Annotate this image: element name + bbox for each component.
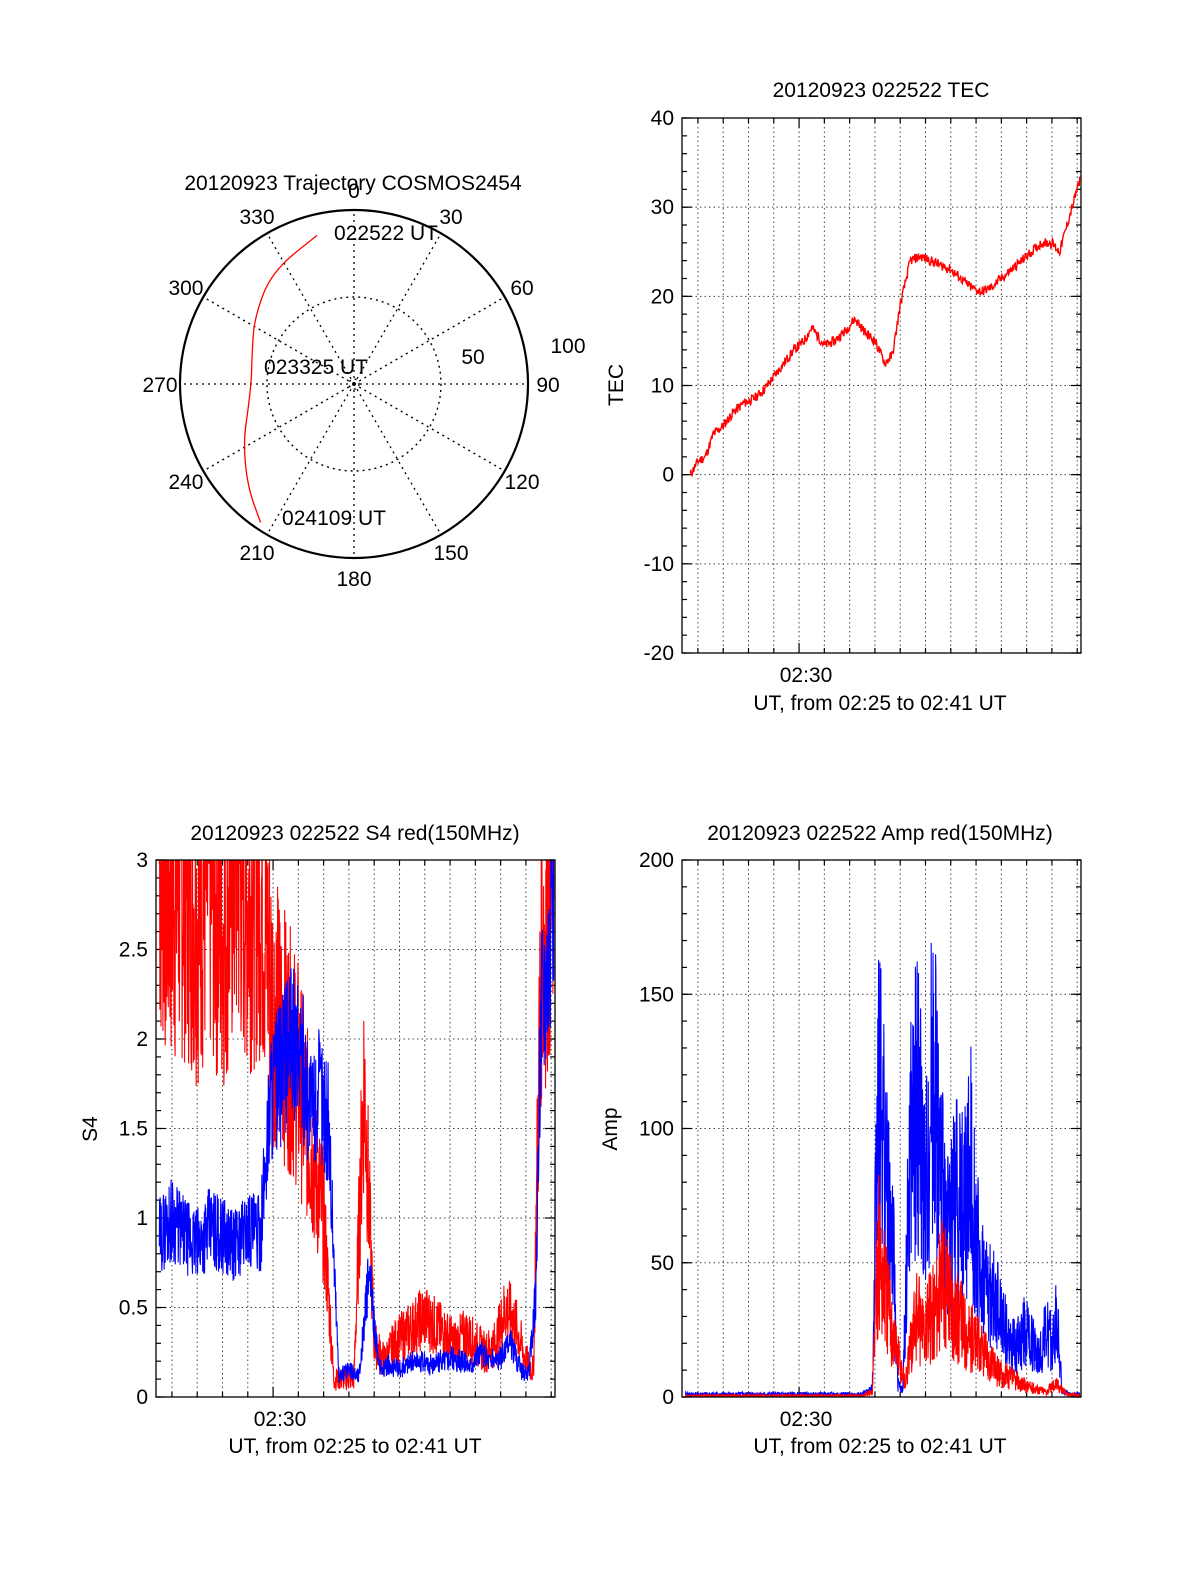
polar-azimuth-label: 120 <box>504 471 539 494</box>
y-tick-label: 150 <box>639 983 674 1006</box>
amp-chart: 20120923 022522 Amp red(150MHz) 0 50 100 15… <box>599 822 1082 1458</box>
polar-azimuth-label: 150 <box>433 542 468 565</box>
s4-ytick-labels: 0 0.5 1 1.5 2 2.5 3 <box>119 849 148 1409</box>
amp-y-axis-label: Amp <box>599 1107 622 1150</box>
amp-title: 20120923 022522 Amp red(150MHz) <box>707 822 1053 845</box>
s4-y-axis-label: S4 <box>79 1116 102 1142</box>
y-tick-label: 0 <box>662 464 674 487</box>
polar-center <box>348 378 360 390</box>
s4-plot-frame <box>155 859 556 1398</box>
amp-x-tick-label: 02:30 <box>780 1408 833 1431</box>
polar-title: 20120923 Trajectory COSMOS2454 <box>184 172 522 195</box>
polar-azimuth-label: 0 <box>348 180 360 203</box>
amp-ticks <box>682 859 1081 1398</box>
tec-x-tick-label: 02:30 <box>780 664 833 687</box>
polar-spoke <box>266 232 355 385</box>
y-tick-label: 0 <box>136 1386 148 1409</box>
polar-azimuth-label: 60 <box>510 277 533 300</box>
s4-chart: 20120923 022522 S4 red(150MHz) 0 0.5 1 1.5 2… <box>79 822 556 1458</box>
y-tick-label: 40 <box>651 107 674 130</box>
s4-series-red <box>158 860 555 1391</box>
polar-spoke <box>353 383 506 472</box>
tec-plot-frame <box>681 117 1082 654</box>
y-tick-label: 20 <box>651 285 674 308</box>
polar-spoke <box>353 232 442 385</box>
y-tick-label: 2 <box>136 1028 148 1051</box>
tec-x-axis-label: UT, from 02:25 to 02:41 UT <box>753 692 1006 715</box>
s4-series <box>158 860 555 1391</box>
polar-azimuth-label: 300 <box>168 277 203 300</box>
polar-azimuth-label: 180 <box>336 568 371 591</box>
tec-ytick-labels: -20 -10 0 10 20 30 40 <box>644 107 674 665</box>
y-tick-label: 1.5 <box>119 1118 148 1141</box>
polar-outer-ring <box>178 208 530 560</box>
amp-series-red <box>684 1174 1081 1397</box>
y-tick-label: 10 <box>651 375 674 398</box>
trajectory-end-label: 024109 UT <box>282 507 386 530</box>
y-tick-label: 1 <box>136 1207 148 1230</box>
polar-spoke <box>266 383 355 536</box>
polar-radial-label-50: 50 <box>461 346 484 369</box>
trajectory-mid-label: 023325 UT <box>264 356 368 379</box>
s4-x-tick-label: 02:30 <box>254 1408 307 1431</box>
y-tick-label: 3 <box>136 849 148 872</box>
polar-azimuth-label: 270 <box>142 374 177 397</box>
polar-radial-label-100: 100 <box>550 335 585 358</box>
polar-chart: 20120923 Trajectory COSMOS2454 0 30 60 90 12… <box>142 172 585 591</box>
polar-azimuth-label: 30 <box>439 206 462 229</box>
polar-ring-50 <box>266 296 442 472</box>
polar-spoke <box>353 296 506 385</box>
trajectory-line <box>243 234 318 523</box>
tec-series-red <box>689 176 1081 478</box>
y-tick-label: 200 <box>639 849 674 872</box>
y-tick-label: 0.5 <box>119 1297 148 1320</box>
y-tick-label: 100 <box>639 1118 674 1141</box>
polar-spoke <box>353 383 442 536</box>
tec-title: 20120923 022522 TEC <box>773 79 990 102</box>
polar-spoke <box>202 383 355 472</box>
y-tick-label: 0 <box>662 1386 674 1409</box>
s4-series-blue <box>158 860 555 1383</box>
tec-y-axis-label: TEC <box>605 364 628 406</box>
polar-grid <box>178 208 530 560</box>
y-tick-label: 50 <box>651 1252 674 1275</box>
amp-x-axis-label: UT, from 02:25 to 02:41 UT <box>753 1435 1006 1458</box>
trajectory-start-label: 022522 UT <box>334 222 438 245</box>
polar-azimuth-label: 90 <box>536 374 559 397</box>
polar-azimuth-label: 240 <box>168 471 203 494</box>
polar-spoke <box>202 296 355 385</box>
amp-plot-frame <box>681 859 1082 1398</box>
y-tick-label: 30 <box>651 196 674 219</box>
amp-series <box>684 942 1081 1397</box>
polar-azimuth-label: 330 <box>239 206 274 229</box>
polar-azimuth-label: 210 <box>239 542 274 565</box>
y-tick-label: -10 <box>644 553 674 576</box>
s4-title: 20120923 022522 S4 red(150MHz) <box>190 822 519 845</box>
y-tick-label: 2.5 <box>119 939 148 962</box>
polar-azimuth-labels: 0 30 60 90 120 150 180 210 240 270 300 330 <box>142 180 559 591</box>
s4-grid <box>156 860 555 1397</box>
amp-ytick-labels: 0 50 100 150 200 <box>639 849 674 1409</box>
s4-x-axis-label: UT, from 02:25 to 02:41 UT <box>228 1435 481 1458</box>
y-tick-label: -20 <box>644 642 674 665</box>
tec-grid <box>682 118 1081 653</box>
